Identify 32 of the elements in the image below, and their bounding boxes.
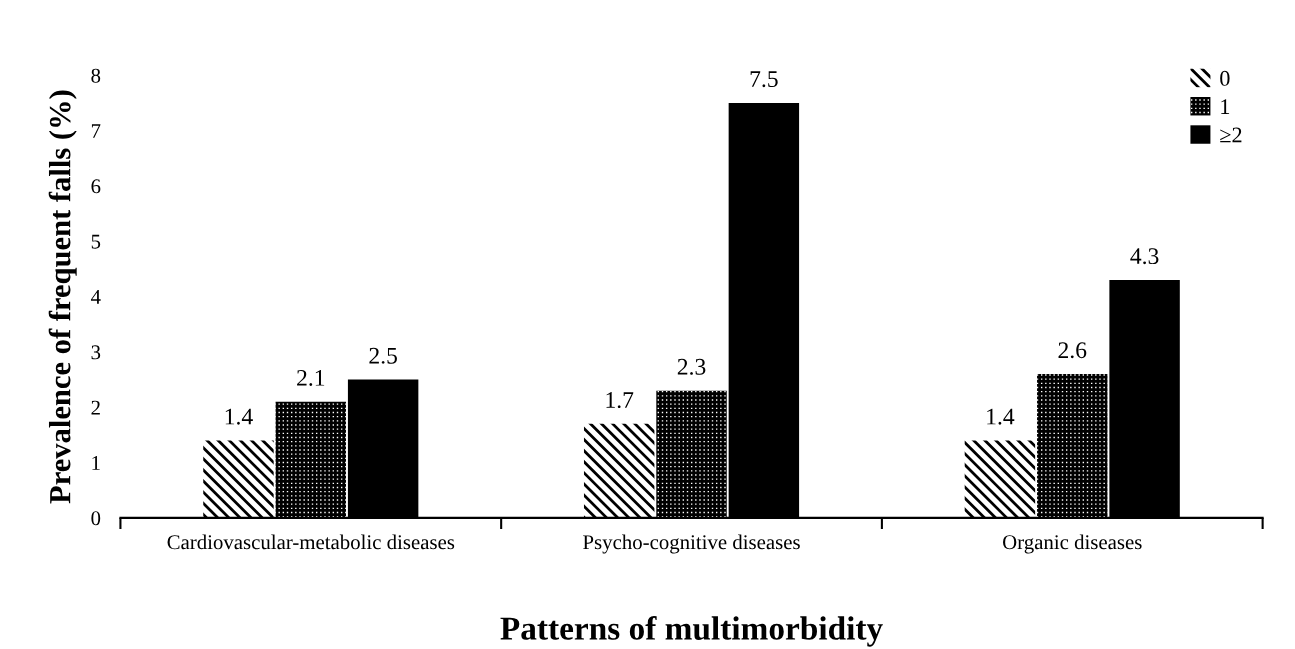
data-label: 1.4	[987, 408, 1015, 425]
data-label: 1.7	[606, 392, 634, 409]
y-tick-label: 2	[91, 400, 100, 415]
data-label: 7.5	[750, 71, 778, 88]
data-label: 2.5	[369, 347, 397, 364]
data-label: 2.3	[677, 358, 706, 375]
x-tick-label: Psycho-cognitive diseases	[583, 534, 800, 554]
bar	[203, 440, 274, 518]
data-label: 1.4	[225, 408, 253, 425]
data-label: 2.1	[297, 369, 325, 386]
y-tick-label: 7	[91, 124, 101, 138]
bar	[1037, 374, 1108, 518]
x-axis-title: Patterns of multimorbidity	[500, 616, 883, 647]
data-label: 2.6	[1058, 342, 1087, 359]
y-tick-label: 8	[91, 68, 101, 83]
y-axis-title: Prevalence of frequent falls (%)	[48, 90, 77, 504]
bar	[275, 401, 347, 518]
y-tick-label: 1	[92, 456, 100, 470]
data-label: 4.3	[1130, 248, 1159, 265]
bar	[964, 440, 1036, 518]
y-tick-label: 3	[91, 345, 101, 360]
legend-label: 1	[1221, 99, 1230, 114]
x-tick-label: Organic diseases	[1003, 534, 1142, 554]
y-tick-label: 5	[91, 234, 101, 249]
bar	[583, 423, 655, 518]
y-tick-label: 6	[91, 179, 101, 194]
y-tick-label: 0	[91, 511, 101, 526]
legend-label: ≥2	[1220, 127, 1242, 143]
legend-label: 0	[1220, 70, 1230, 86]
y-tick-label: 4	[90, 290, 101, 304]
bar	[656, 390, 727, 518]
x-tick-label: Cardiovascular-metabolic diseases	[167, 534, 455, 550]
